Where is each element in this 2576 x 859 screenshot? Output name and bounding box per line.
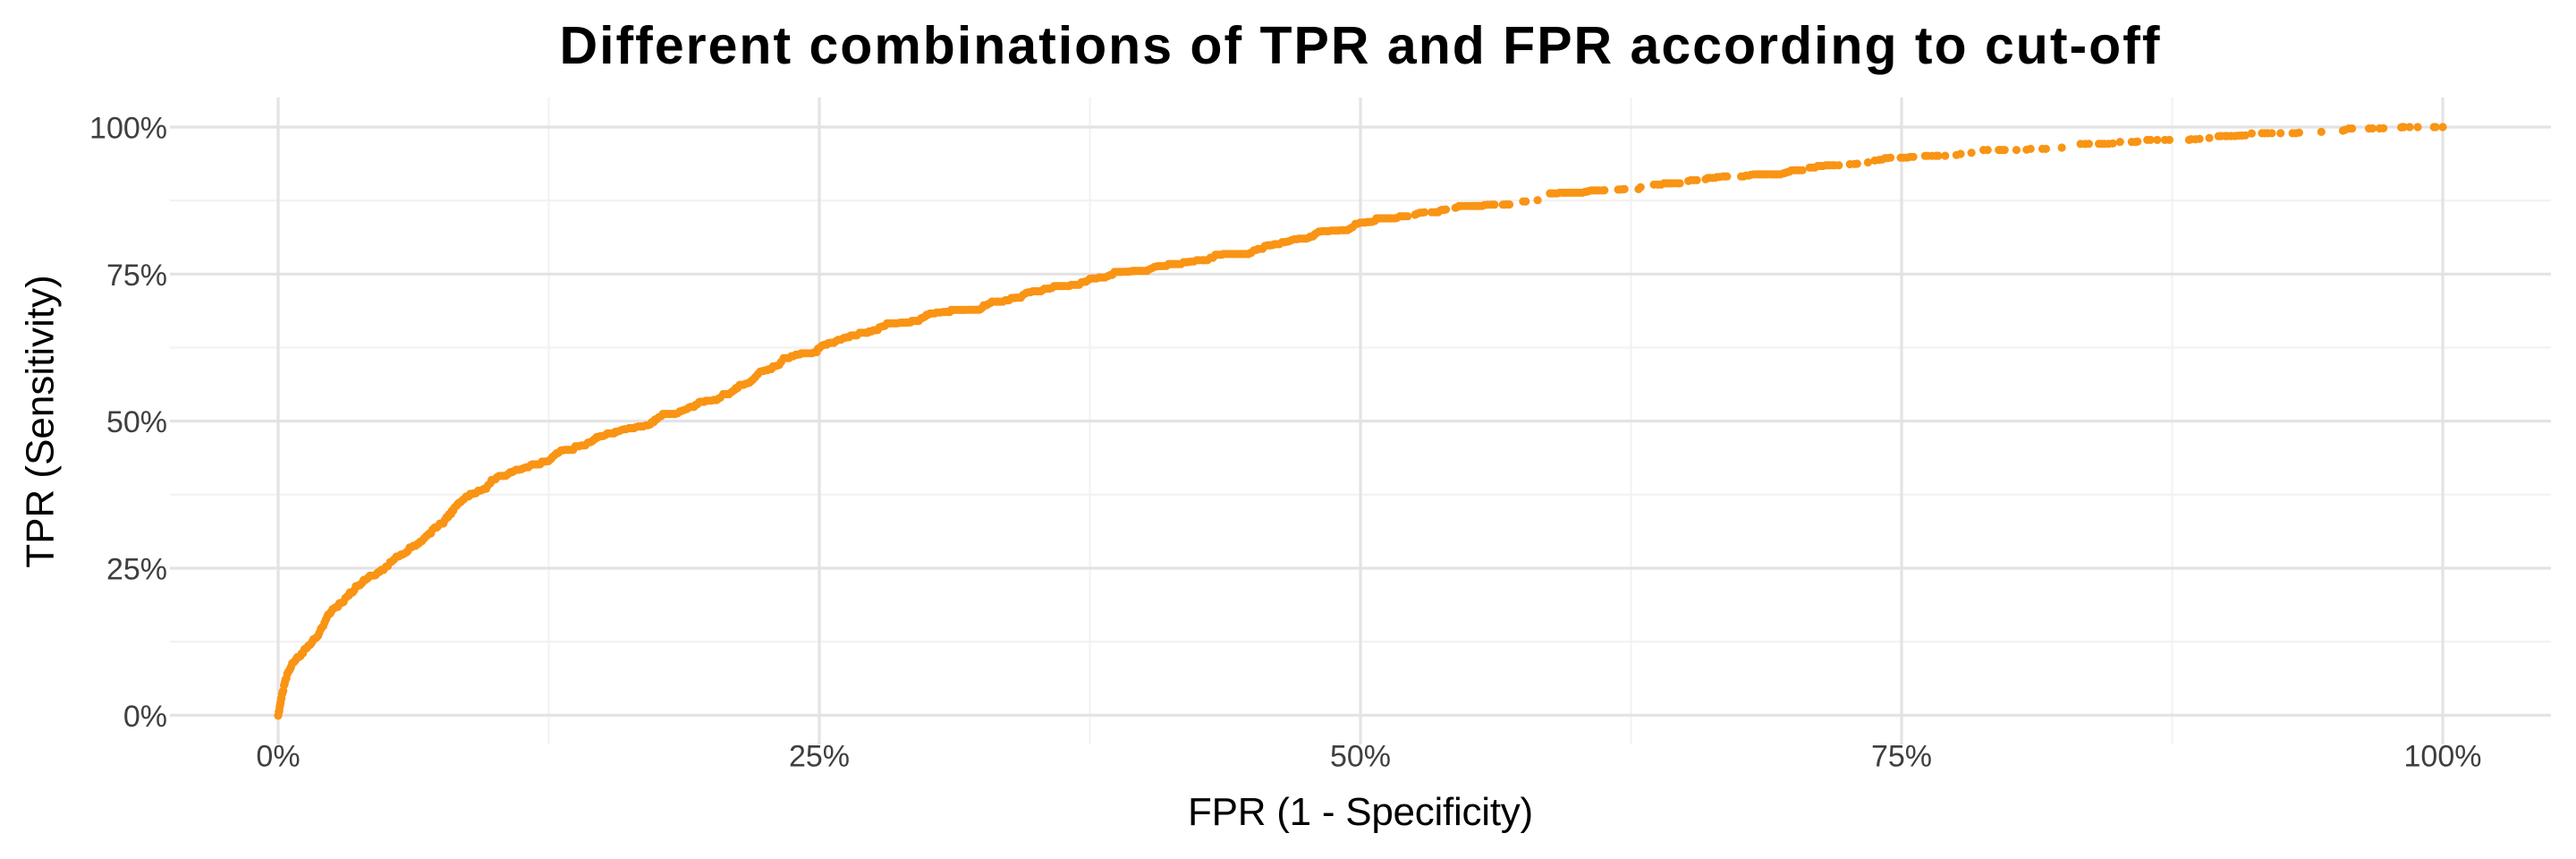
svg-text:75%: 75%	[106, 259, 167, 293]
svg-text:25%: 25%	[106, 553, 167, 587]
svg-text:100%: 100%	[89, 112, 167, 146]
svg-text:FPR (1 - Specificity): FPR (1 - Specificity)	[1188, 790, 1533, 834]
svg-text:50%: 50%	[106, 405, 167, 439]
svg-text:25%: 25%	[789, 740, 850, 774]
svg-text:0%: 0%	[256, 740, 300, 774]
svg-text:100%: 100%	[2404, 740, 2482, 774]
svg-text:75%: 75%	[1871, 740, 1932, 774]
svg-text:TPR (Sensitivity): TPR (Sensitivity)	[19, 275, 63, 568]
svg-text:50%: 50%	[1330, 740, 1391, 774]
svg-text:0%: 0%	[123, 700, 167, 734]
svg-text:Different combinations of TPR: Different combinations of TPR and FPR ac…	[560, 16, 2162, 75]
